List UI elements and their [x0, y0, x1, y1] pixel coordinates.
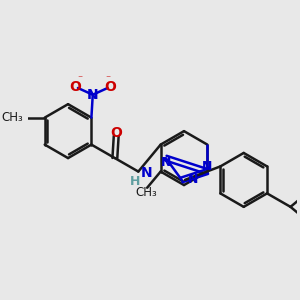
Text: ⁻: ⁻ — [105, 74, 110, 84]
Text: N: N — [161, 156, 171, 170]
Text: N: N — [202, 160, 212, 173]
Text: H: H — [130, 175, 140, 188]
Text: N: N — [140, 166, 152, 180]
Text: CH₃: CH₃ — [2, 111, 23, 124]
Text: O: O — [110, 126, 122, 140]
Text: CH₃: CH₃ — [135, 186, 157, 199]
Text: O: O — [69, 80, 81, 94]
Text: N: N — [188, 173, 198, 186]
Text: O: O — [104, 80, 116, 94]
Text: ⁻: ⁻ — [77, 74, 83, 84]
Text: N: N — [87, 88, 99, 102]
